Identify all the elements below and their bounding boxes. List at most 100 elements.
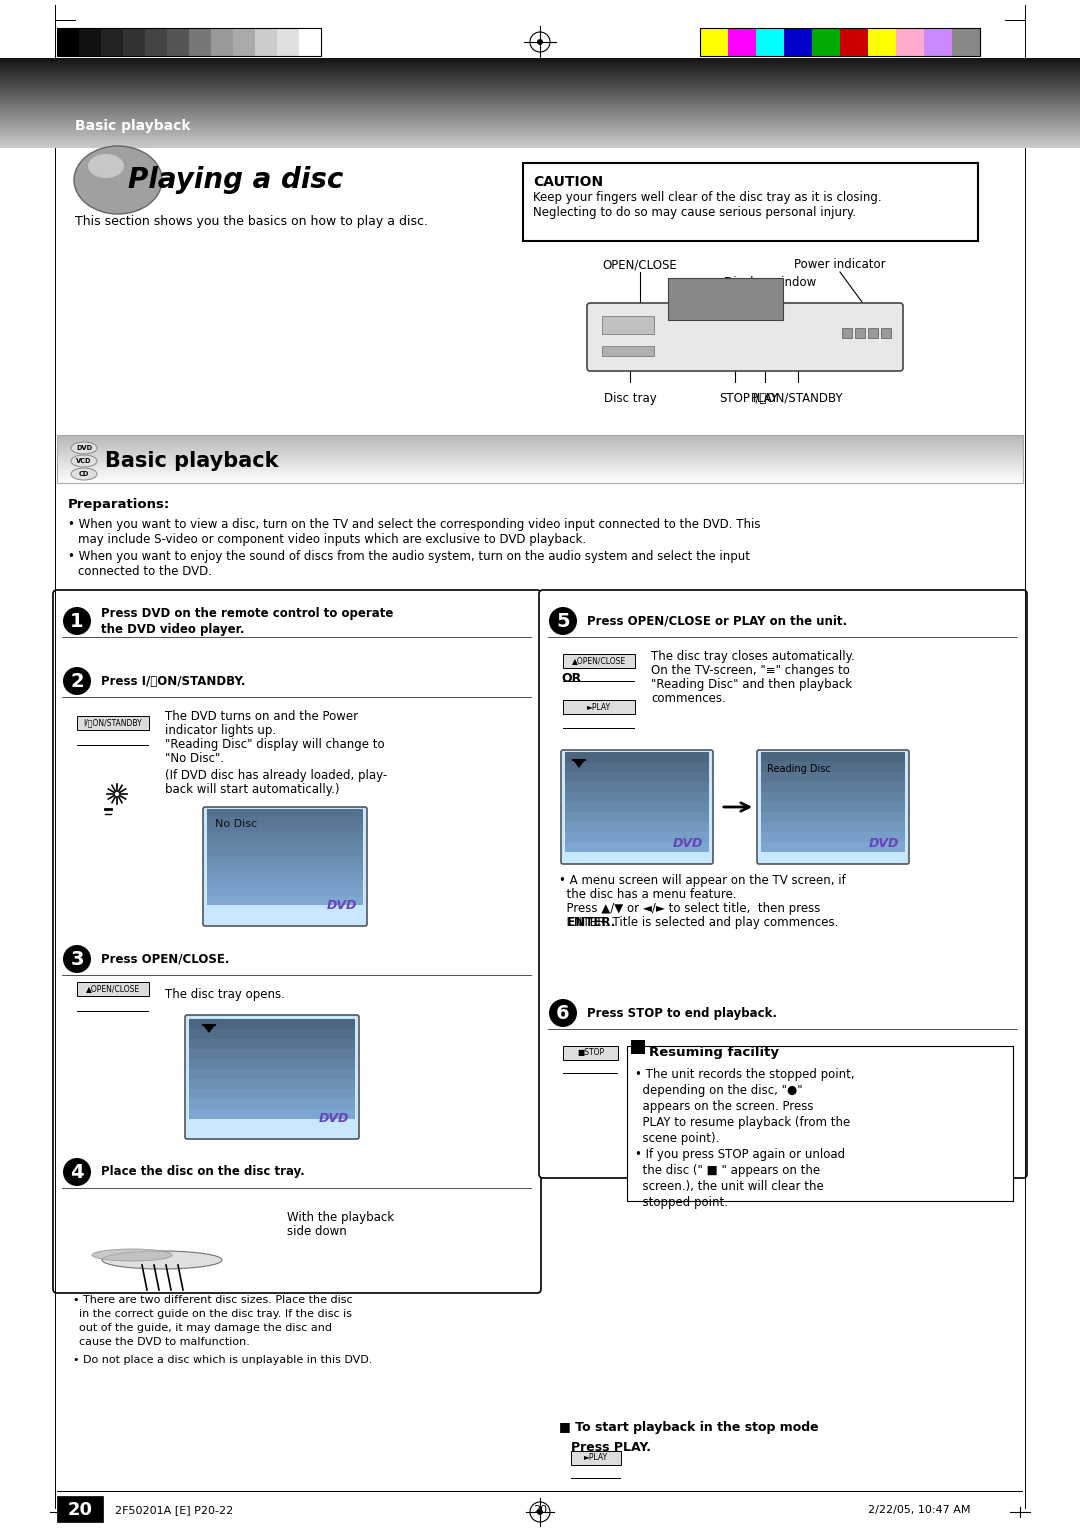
Polygon shape: [573, 759, 585, 769]
Bar: [602, 316, 654, 335]
Text: commences.: commences.: [651, 692, 726, 704]
Bar: [77, 717, 149, 730]
Bar: [565, 822, 708, 833]
Text: ■ To start playback in the stop mode: ■ To start playback in the stop mode: [559, 1421, 819, 1433]
Text: Keep your fingers well clear of the disc tray as it is closing.: Keep your fingers well clear of the disc…: [534, 191, 881, 205]
FancyBboxPatch shape: [203, 807, 367, 926]
Bar: [207, 865, 363, 872]
Bar: [189, 1109, 355, 1118]
Ellipse shape: [549, 607, 577, 636]
Text: Basic playback: Basic playback: [75, 119, 190, 133]
Bar: [627, 1047, 1013, 1201]
Bar: [602, 345, 654, 356]
Ellipse shape: [75, 147, 162, 214]
Bar: [840, 28, 868, 57]
Text: Press OPEN/CLOSE or PLAY on the unit.: Press OPEN/CLOSE or PLAY on the unit.: [588, 614, 847, 628]
Text: Press OPEN/CLOSE.: Press OPEN/CLOSE.: [102, 952, 229, 966]
Bar: [57, 435, 1023, 483]
FancyBboxPatch shape: [561, 750, 713, 863]
Bar: [565, 842, 708, 853]
Bar: [123, 28, 145, 57]
Text: 2: 2: [70, 671, 84, 691]
FancyBboxPatch shape: [588, 303, 903, 371]
Bar: [145, 28, 167, 57]
Bar: [761, 752, 905, 762]
Bar: [57, 1496, 103, 1522]
Bar: [233, 28, 255, 57]
Ellipse shape: [63, 944, 91, 973]
Bar: [207, 872, 363, 882]
Text: depending on the disc, "●": depending on the disc, "●": [635, 1083, 802, 1097]
FancyBboxPatch shape: [757, 750, 909, 863]
Bar: [563, 654, 635, 668]
Bar: [189, 1089, 355, 1099]
Bar: [255, 28, 276, 57]
Text: • When you want to view a disc, turn on the TV and select the corresponding vide: • When you want to view a disc, turn on …: [68, 518, 760, 532]
Text: • A menu screen will appear on the TV screen, if: • A menu screen will appear on the TV sc…: [559, 874, 846, 886]
Bar: [79, 28, 102, 57]
Text: 5: 5: [556, 611, 570, 631]
Text: VCD: VCD: [77, 458, 92, 465]
Bar: [761, 802, 905, 811]
Text: "Reading Disc" and then playback: "Reading Disc" and then playback: [651, 678, 852, 691]
Text: out of the guide, it may damage the disc and: out of the guide, it may damage the disc…: [79, 1323, 332, 1332]
FancyBboxPatch shape: [53, 590, 541, 1293]
Text: DVD: DVD: [76, 445, 92, 451]
Bar: [57, 28, 79, 57]
Text: 4: 4: [70, 1163, 84, 1181]
Bar: [189, 1079, 355, 1089]
Bar: [189, 1039, 355, 1050]
Text: I/⎻ON/STANDBY: I/⎻ON/STANDBY: [753, 393, 843, 405]
Bar: [951, 28, 980, 57]
Bar: [207, 857, 363, 865]
Text: STOP: STOP: [719, 393, 751, 405]
Bar: [211, 28, 233, 57]
Bar: [565, 811, 708, 822]
Text: DVD: DVD: [326, 898, 357, 912]
Text: The disc tray closes automatically.: The disc tray closes automatically.: [651, 649, 854, 663]
Ellipse shape: [549, 999, 577, 1027]
Text: 20: 20: [532, 1505, 548, 1514]
Bar: [563, 1047, 618, 1060]
Polygon shape: [203, 1025, 215, 1033]
Text: ▲OPEN/CLOSE: ▲OPEN/CLOSE: [572, 657, 626, 666]
Text: Preparations:: Preparations:: [68, 498, 171, 510]
Bar: [812, 28, 840, 57]
Text: Basic playback: Basic playback: [105, 451, 279, 471]
Bar: [207, 889, 363, 897]
Ellipse shape: [71, 455, 97, 468]
FancyBboxPatch shape: [539, 590, 1027, 1178]
Text: in the correct guide on the disc tray. If the disc is: in the correct guide on the disc tray. I…: [79, 1309, 352, 1319]
Text: Neglecting to do so may cause serious personal injury.: Neglecting to do so may cause serious pe…: [534, 206, 856, 219]
Text: cause the DVD to malfunction.: cause the DVD to malfunction.: [79, 1337, 249, 1348]
Bar: [207, 817, 363, 825]
Bar: [565, 782, 708, 792]
Text: • There are two different disc sizes. Place the disc: • There are two different disc sizes. Pl…: [73, 1296, 353, 1305]
Text: Press STOP to end playback.: Press STOP to end playback.: [588, 1007, 777, 1019]
Bar: [57, 28, 321, 57]
Text: CAUTION: CAUTION: [534, 176, 603, 189]
Text: PLAY to resume playback (from the: PLAY to resume playback (from the: [635, 1115, 850, 1129]
Text: ENTER.: ENTER.: [559, 915, 616, 929]
Text: side down: side down: [287, 1225, 347, 1238]
Bar: [207, 833, 363, 840]
Text: appears on the screen. Press: appears on the screen. Press: [635, 1100, 813, 1112]
Text: 1: 1: [70, 611, 84, 631]
Bar: [761, 782, 905, 792]
Text: back will start automatically.): back will start automatically.): [165, 782, 339, 796]
Bar: [207, 808, 363, 817]
Ellipse shape: [102, 1251, 222, 1268]
Text: the disc (" ■ " appears on the: the disc (" ■ " appears on the: [635, 1164, 820, 1177]
Bar: [868, 28, 896, 57]
Text: • Do not place a disc which is unplayable in this DVD.: • Do not place a disc which is unplayabl…: [73, 1355, 373, 1365]
Text: Playing a disc: Playing a disc: [129, 167, 343, 194]
Text: ▲OPEN/CLOSE: ▲OPEN/CLOSE: [86, 984, 140, 993]
Text: ►PLAY: ►PLAY: [586, 703, 611, 712]
Ellipse shape: [71, 442, 97, 454]
Ellipse shape: [71, 468, 97, 480]
Text: scene point).: scene point).: [635, 1132, 719, 1144]
Text: OR: OR: [561, 672, 581, 685]
Text: The DVD turns on and the Power: The DVD turns on and the Power: [165, 711, 359, 723]
Bar: [881, 329, 891, 338]
Bar: [761, 792, 905, 802]
